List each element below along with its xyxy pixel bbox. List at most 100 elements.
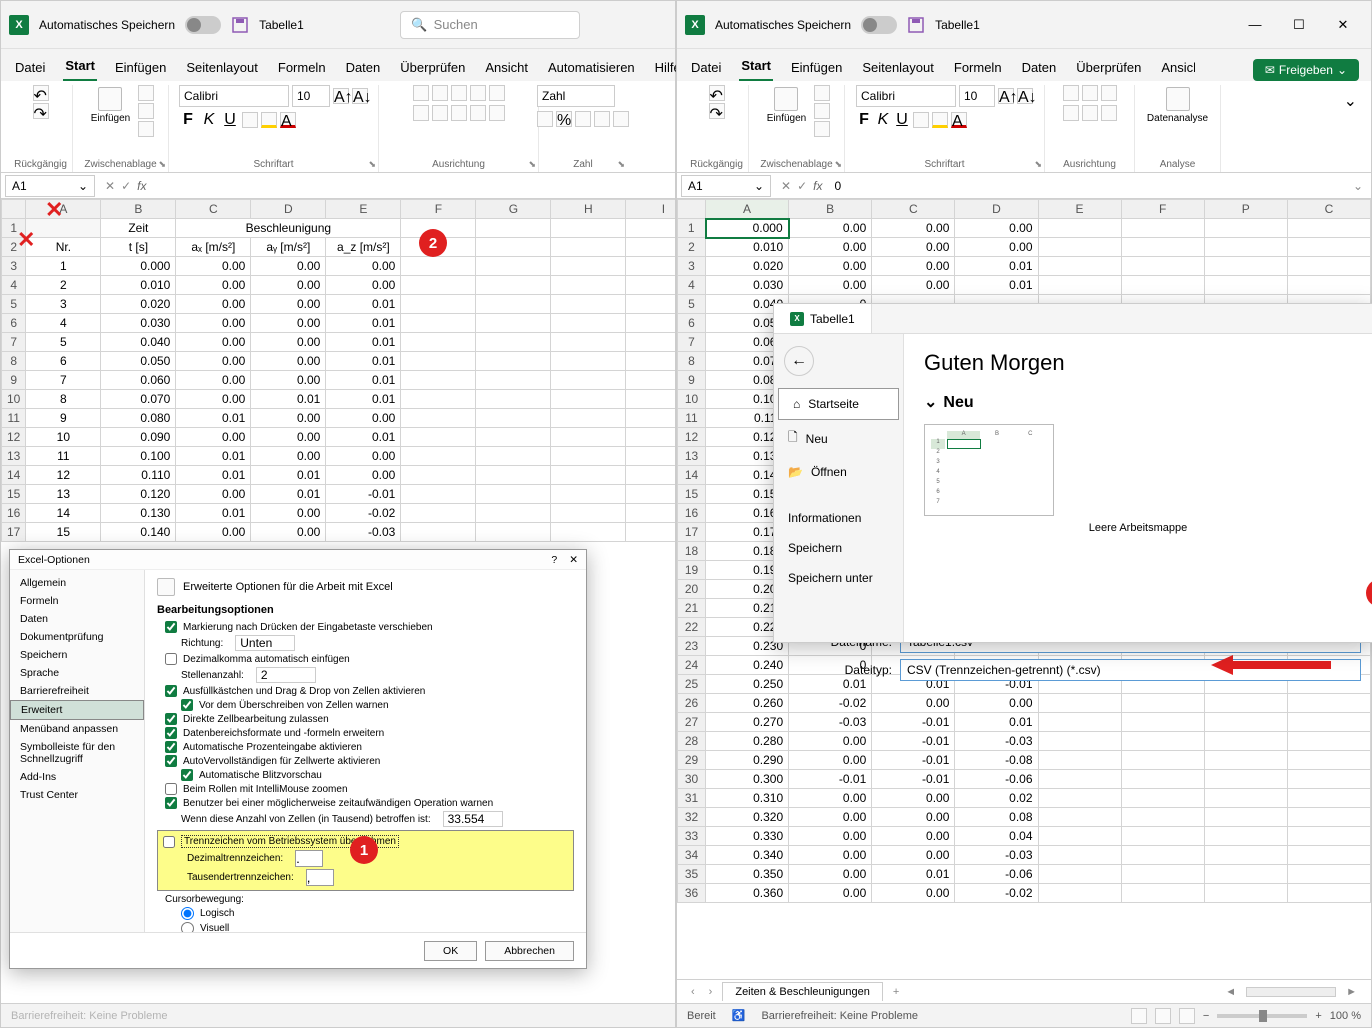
- font-launcher-icon-r[interactable]: ⬊: [1034, 159, 1042, 170]
- align-center-icon-r[interactable]: [1082, 105, 1098, 121]
- row-header[interactable]: 15: [2, 485, 26, 504]
- redo-icon-r[interactable]: ↷: [709, 103, 725, 119]
- row-header[interactable]: 4: [678, 276, 706, 295]
- cell[interactable]: 8: [26, 390, 101, 409]
- cell[interactable]: -0.02: [326, 504, 401, 523]
- row-header[interactable]: 3: [2, 257, 26, 276]
- cell[interactable]: 0.00: [872, 276, 955, 295]
- autosave-toggle-r[interactable]: [861, 16, 897, 34]
- name-box-right[interactable]: A1⌄: [681, 175, 771, 197]
- cancel-formula-icon[interactable]: ✕: [105, 179, 115, 193]
- col-header[interactable]: D: [251, 200, 326, 219]
- os-separator-checkbox[interactable]: [163, 836, 175, 848]
- tab-start[interactable]: Start: [63, 52, 97, 81]
- share-button[interactable]: ✉Freigeben⌄: [1253, 59, 1359, 81]
- options-checkbox[interactable]: [181, 769, 193, 781]
- tab-ueberpruefen[interactable]: Überprüfen: [398, 54, 467, 81]
- cell[interactable]: 0.030: [706, 276, 789, 295]
- font-size-combo-r[interactable]: [959, 85, 995, 107]
- row-header[interactable]: 4: [2, 276, 26, 295]
- cell[interactable]: -0.03: [326, 523, 401, 542]
- col-header[interactable]: B: [789, 200, 872, 219]
- cell[interactable]: 0.00: [789, 276, 872, 295]
- align-launcher-icon[interactable]: ⬊: [528, 159, 536, 170]
- cell[interactable]: 0.00: [176, 352, 251, 371]
- collapse-icon[interactable]: ⌄: [924, 394, 937, 411]
- cell[interactable]: 0.250: [706, 675, 789, 694]
- tab-ueberpruefen-r[interactable]: Überprüfen: [1074, 54, 1143, 81]
- row-header[interactable]: 6: [678, 314, 706, 333]
- col-header[interactable]: G: [476, 200, 551, 219]
- name-box-left[interactable]: A1⌄: [5, 175, 95, 197]
- row-header[interactable]: 14: [678, 466, 706, 485]
- cursor-visual-radio[interactable]: [181, 922, 194, 932]
- increase-font-icon-r[interactable]: A↑: [998, 88, 1014, 104]
- options-checkbox[interactable]: [165, 755, 177, 767]
- cell[interactable]: 0.00: [955, 219, 1038, 238]
- cell[interactable]: -0.01: [789, 770, 872, 789]
- cell[interactable]: 0.00: [176, 295, 251, 314]
- cell[interactable]: 0.01: [955, 257, 1038, 276]
- cell[interactable]: 0.000: [706, 219, 789, 238]
- cell[interactable]: 0.280: [706, 732, 789, 751]
- options-checkbox[interactable]: [165, 797, 177, 809]
- bs-item-oeffnen[interactable]: 📂Öffnen: [774, 457, 903, 487]
- row-header[interactable]: 35: [678, 865, 706, 884]
- cell[interactable]: 0.00: [872, 238, 955, 257]
- tab-formeln-r[interactable]: Formeln: [952, 54, 1004, 81]
- col-header[interactable]: C: [1287, 200, 1370, 219]
- backstage-doc-tab[interactable]: XTabelle1: [774, 304, 872, 333]
- fx-icon[interactable]: fx: [137, 179, 146, 193]
- tab-ansicht[interactable]: Ansicht: [483, 54, 530, 81]
- tab-daten-r[interactable]: Daten: [1020, 54, 1059, 81]
- cell[interactable]: -0.01: [872, 713, 955, 732]
- options-checkbox[interactable]: [165, 727, 177, 739]
- zoom-slider[interactable]: [1217, 1014, 1307, 1018]
- tab-ansicht-r[interactable]: Ansicht: [1159, 54, 1195, 81]
- align-mid-icon-r[interactable]: [1082, 85, 1098, 101]
- options-checkbox[interactable]: [165, 653, 177, 665]
- orientation-icon[interactable]: [470, 85, 486, 101]
- cell[interactable]: 0.02: [955, 789, 1038, 808]
- row-header[interactable]: 5: [2, 295, 26, 314]
- cell[interactable]: 0.310: [706, 789, 789, 808]
- cell[interactable]: 0.01: [326, 371, 401, 390]
- cell[interactable]: -0.01: [326, 485, 401, 504]
- maximize-button[interactable]: ☐: [1279, 10, 1319, 40]
- row-header[interactable]: 12: [2, 428, 26, 447]
- row-header[interactable]: 8: [2, 352, 26, 371]
- cell[interactable]: 0.120: [101, 485, 176, 504]
- view-break-icon[interactable]: [1179, 1008, 1195, 1024]
- save-icon[interactable]: [231, 16, 249, 34]
- cell[interactable]: 0.01: [955, 713, 1038, 732]
- row-header[interactable]: 29: [678, 751, 706, 770]
- row-header[interactable]: 13: [2, 447, 26, 466]
- bs-item-info[interactable]: Informationen: [774, 503, 903, 533]
- view-layout-icon[interactable]: [1155, 1008, 1171, 1024]
- cell[interactable]: 0.01: [326, 352, 401, 371]
- cell[interactable]: 0.00: [789, 808, 872, 827]
- col-header[interactable]: C: [176, 200, 251, 219]
- border-icon-r[interactable]: [913, 112, 929, 128]
- cell[interactable]: 0.00: [251, 428, 326, 447]
- zoom-out-icon[interactable]: −: [1203, 1010, 1209, 1022]
- row-header[interactable]: 30: [678, 770, 706, 789]
- options-side-item[interactable]: Add-Ins: [10, 768, 144, 786]
- indent-dec-icon[interactable]: [470, 105, 486, 121]
- cell[interactable]: 7: [26, 371, 101, 390]
- thousand-sep-input[interactable]: [306, 869, 334, 886]
- options-checkbox[interactable]: [165, 713, 177, 725]
- col-header[interactable]: C: [872, 200, 955, 219]
- new-sheet-icon[interactable]: +: [889, 986, 903, 998]
- paste-button[interactable]: Einfügen: [87, 85, 134, 126]
- options-side-item[interactable]: Speichern: [10, 646, 144, 664]
- cell[interactable]: -0.03: [955, 732, 1038, 751]
- row-header[interactable]: 9: [2, 371, 26, 390]
- col-header[interactable]: F: [1121, 200, 1204, 219]
- font-color-icon-r[interactable]: A: [951, 112, 967, 128]
- cell[interactable]: 0.00: [789, 219, 872, 238]
- cell[interactable]: 0.020: [706, 257, 789, 276]
- cell[interactable]: 0.00: [789, 257, 872, 276]
- cell[interactable]: 0.01: [955, 276, 1038, 295]
- search-box[interactable]: 🔍 Suchen: [400, 11, 580, 39]
